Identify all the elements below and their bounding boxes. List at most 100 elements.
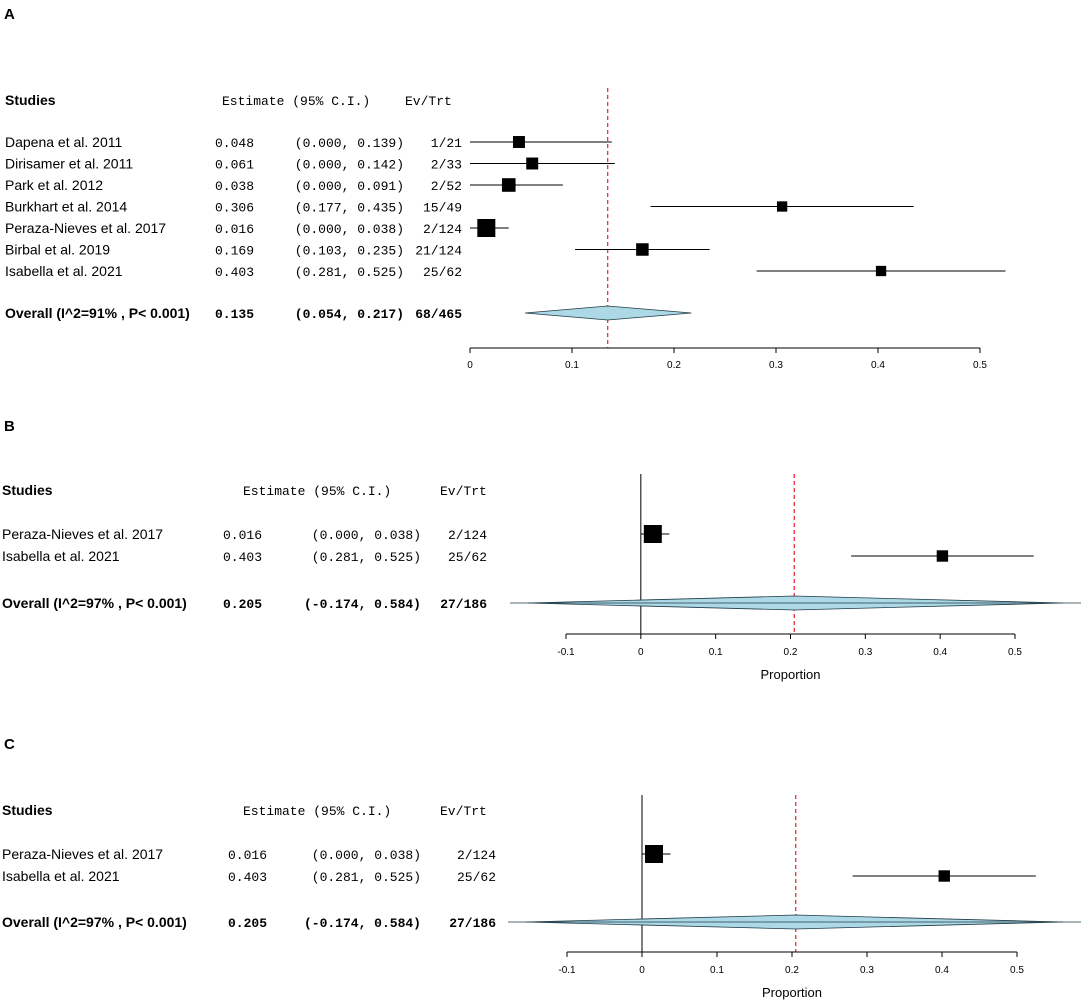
header-events: Ev/Trt	[440, 484, 487, 499]
study-estimate-marker	[512, 136, 525, 148]
x-axis-tick-label: 0.3	[858, 647, 872, 658]
overall-ci: (-0.174, 0.584)	[304, 916, 421, 931]
x-axis-tick-label: 0.1	[565, 360, 579, 371]
overall-events: 68/465	[415, 307, 462, 322]
study-estimate-marker	[875, 265, 887, 277]
study-name: Park et al. 2012	[5, 177, 103, 193]
study-name: Isabella et al. 2021	[2, 868, 120, 884]
study-estimate: 0.169	[215, 244, 254, 259]
study-estimate-marker	[776, 201, 788, 212]
overall-label: Overall (I^2=97% , P< 0.001)	[2, 595, 187, 611]
panel-label: A	[4, 6, 15, 23]
study-ci: (0.103, 0.235)	[295, 244, 404, 259]
x-axis-tick-label: 0.4	[871, 360, 885, 371]
header-events: Ev/Trt	[405, 94, 452, 109]
forest-panel-a: A Studies Estimate (95% C.I.) Ev/Trt Dapena …	[4, 6, 1006, 371]
overall-estimate: 0.135	[215, 307, 254, 322]
overall-events: 27/186	[440, 597, 487, 612]
overall-estimate: 0.205	[223, 597, 262, 612]
x-axis-tick-label: 0.2	[784, 647, 798, 658]
study-ci: (0.000, 0.139)	[295, 136, 404, 151]
study-estimate: 0.403	[228, 870, 267, 885]
study-events: 2/124	[457, 848, 496, 863]
x-axis-tick-label: 0	[638, 647, 644, 658]
x-axis-tick-label: 0.3	[860, 965, 874, 976]
panel-label: C	[4, 736, 15, 753]
study-events: 25/62	[448, 550, 487, 565]
forest-panel-b: B Studies Estimate (95% C.I.) Ev/Trt Peraza-…	[2, 418, 1081, 682]
study-estimate-marker	[526, 157, 539, 170]
study-estimate: 0.016	[215, 222, 254, 237]
x-axis-tick-label: 0.3	[769, 360, 783, 371]
x-axis-tick-label: -0.1	[558, 965, 576, 976]
study-events: 2/124	[448, 528, 487, 543]
overall-label: Overall (I^2=97% , P< 0.001)	[2, 914, 187, 930]
study-name: Dirisamer et al. 2011	[5, 156, 133, 172]
study-name: Peraza-Nieves et al. 2017	[2, 846, 163, 862]
study-estimate-marker	[643, 525, 662, 543]
study-estimate-marker	[477, 219, 496, 237]
x-axis-label: Proportion	[761, 667, 821, 682]
study-name: Burkhart et al. 2014	[5, 199, 127, 215]
study-name: Dapena et al. 2011	[5, 134, 122, 150]
x-axis-tick-label: 0.4	[935, 965, 949, 976]
study-events: 2/33	[431, 158, 462, 173]
study-name: Peraza-Nieves et al. 2017	[2, 526, 163, 542]
study-events: 25/62	[423, 265, 462, 280]
study-estimate: 0.061	[215, 158, 254, 173]
study-estimate: 0.048	[215, 136, 254, 151]
overall-label: Overall (I^2=91% , P< 0.001)	[5, 305, 190, 321]
study-ci: (0.281, 0.525)	[312, 550, 421, 565]
study-estimate: 0.038	[215, 179, 254, 194]
study-ci: (0.000, 0.091)	[295, 179, 404, 194]
study-events: 15/49	[423, 201, 462, 216]
study-ci: (0.000, 0.038)	[312, 848, 421, 863]
study-name: Peraza-Nieves et al. 2017	[5, 220, 166, 236]
x-axis-tick-label: 0.5	[1010, 965, 1024, 976]
x-axis-tick-label: 0.5	[973, 360, 987, 371]
study-estimate: 0.306	[215, 201, 254, 216]
overall-ci: (-0.174, 0.584)	[304, 597, 421, 612]
header-estimate: Estimate (95% C.I.)	[243, 484, 391, 499]
overall-estimate: 0.205	[228, 916, 267, 931]
x-axis-tick-label: 0.1	[710, 965, 724, 976]
x-axis-tick-label: 0.2	[667, 360, 681, 371]
study-ci: (0.281, 0.525)	[312, 870, 421, 885]
study-events: 21/124	[415, 244, 462, 259]
study-estimate-marker	[645, 845, 663, 863]
study-ci: (0.000, 0.038)	[295, 222, 404, 237]
x-axis-tick-label: 0.4	[933, 647, 947, 658]
forest-panel-c: C Studies Estimate (95% C.I.) Ev/Trt Peraza-…	[2, 736, 1081, 1000]
study-events: 1/21	[431, 136, 462, 151]
header-studies: Studies	[2, 802, 53, 818]
x-axis-tick-label: 0.1	[709, 647, 723, 658]
study-ci: (0.177, 0.435)	[295, 201, 404, 216]
study-estimate: 0.403	[215, 265, 254, 280]
study-estimate: 0.016	[228, 848, 267, 863]
x-axis-label: Proportion	[762, 985, 822, 1000]
x-axis-tick-label: 0	[467, 360, 473, 371]
panel-label: B	[4, 418, 15, 435]
header-events: Ev/Trt	[440, 804, 487, 819]
study-events: 25/62	[457, 870, 496, 885]
study-name: Isabella et al. 2021	[2, 548, 120, 564]
study-ci: (0.281, 0.525)	[295, 265, 404, 280]
study-events: 2/52	[431, 179, 462, 194]
study-name: Isabella et al. 2021	[5, 263, 123, 279]
x-axis-tick-label: 0	[639, 965, 645, 976]
header-studies: Studies	[2, 482, 53, 498]
x-axis-tick-label: 0.2	[785, 965, 799, 976]
study-estimate-marker	[636, 243, 649, 256]
overall-events: 27/186	[449, 916, 496, 931]
header-estimate: Estimate (95% C.I.)	[243, 804, 391, 819]
study-name: Birbal et al. 2019	[5, 242, 110, 258]
study-estimate-marker	[936, 550, 949, 562]
study-estimate: 0.016	[223, 528, 262, 543]
study-ci: (0.000, 0.038)	[312, 528, 421, 543]
x-axis-tick-label: -0.1	[557, 647, 575, 658]
x-axis-tick-label: 0.5	[1008, 647, 1022, 658]
study-events: 2/124	[423, 222, 462, 237]
header-estimate: Estimate (95% C.I.)	[222, 94, 370, 109]
study-ci: (0.000, 0.142)	[295, 158, 404, 173]
